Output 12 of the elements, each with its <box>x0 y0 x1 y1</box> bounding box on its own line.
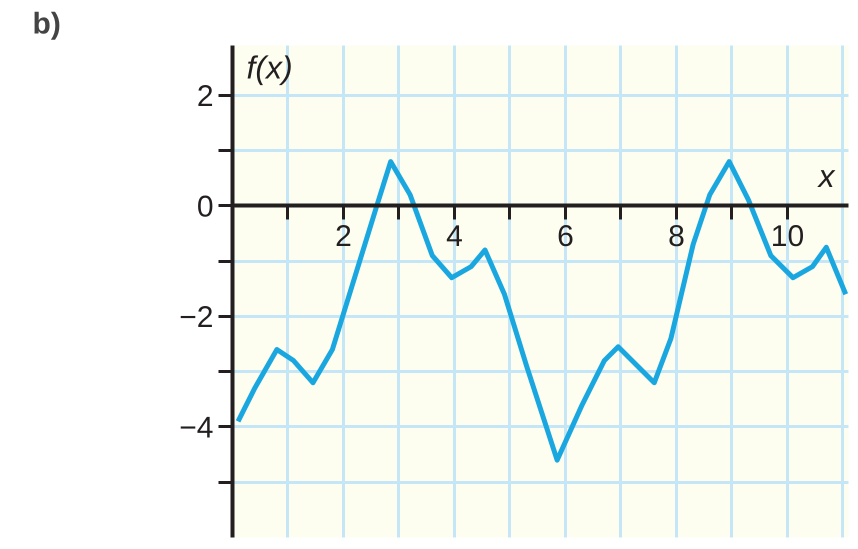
x-tick-label: 2 <box>335 220 352 253</box>
y-tick-label: −4 <box>179 411 214 444</box>
y-tick-label: 2 <box>196 80 214 113</box>
y-axis-title: f(x) <box>246 50 293 86</box>
y-tick-label: 0 <box>196 190 214 224</box>
chart-title: b) <box>32 8 61 40</box>
y-tick-label: −2 <box>179 300 214 334</box>
x-axis-title: x <box>816 158 836 194</box>
x-tick-label: 6 <box>557 220 574 253</box>
x-tick-label: 4 <box>446 220 463 253</box>
x-tick-label: 8 <box>668 220 685 253</box>
x-tick-label: 10 <box>770 220 804 253</box>
